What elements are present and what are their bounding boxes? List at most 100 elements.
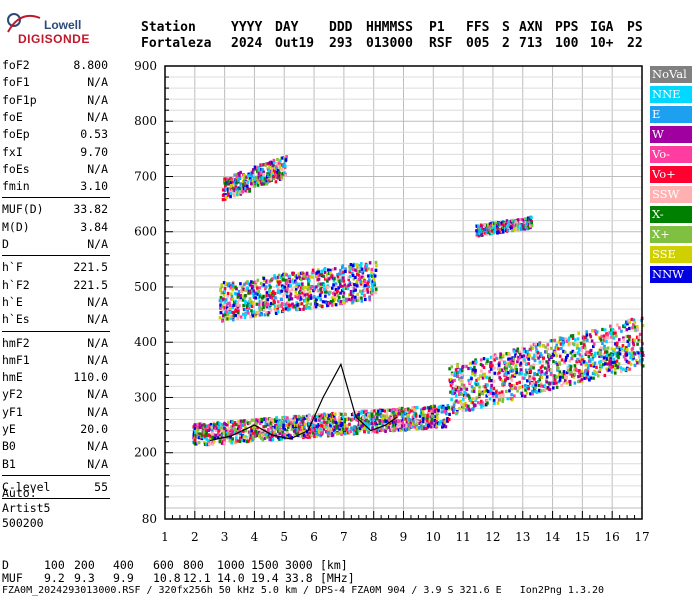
echo-point: [463, 386, 467, 390]
echo-point: [573, 351, 576, 355]
echo-point: [360, 299, 364, 303]
echo-point: [443, 409, 447, 413]
echo-point: [218, 299, 222, 303]
echo-point: [227, 284, 230, 288]
echo-point: [440, 410, 444, 414]
echo-point: [281, 434, 285, 438]
echo-point: [585, 369, 588, 374]
echo-point: [273, 431, 277, 435]
echo-point: [230, 183, 233, 188]
echo-point: [533, 358, 537, 363]
echo-point: [249, 177, 252, 181]
echo-point: [406, 418, 410, 422]
echo-point: [228, 432, 232, 436]
echo-point: [628, 351, 631, 355]
echo-point: [286, 425, 290, 429]
echo-point: [400, 409, 404, 413]
echo-point: [243, 422, 247, 427]
echo-point: [542, 356, 546, 360]
echo-point: [590, 352, 593, 357]
echo-point: [516, 357, 520, 361]
echo-point: [602, 334, 606, 338]
echo-point: [427, 408, 431, 412]
echo-point: [432, 409, 435, 413]
row-value: 9.9: [113, 571, 134, 585]
echo-point: [326, 285, 329, 290]
echo-point: [219, 303, 222, 307]
echo-point: [287, 303, 291, 307]
echo-point: [564, 379, 567, 383]
header-value-9: 100: [555, 36, 579, 51]
echo-point: [346, 297, 350, 302]
echo-point: [477, 401, 480, 405]
echo-point: [366, 413, 370, 417]
param-value: 3.84: [80, 219, 108, 234]
echo-point: [281, 171, 284, 176]
echo-point: [531, 346, 535, 350]
echo-point: [349, 429, 353, 433]
echo-point: [457, 400, 460, 404]
echo-point: [530, 224, 534, 228]
echo-point: [404, 411, 407, 415]
echo-point: [496, 227, 499, 231]
echo-point: [320, 282, 323, 286]
echo-point: [339, 268, 342, 273]
param-label: foE: [2, 109, 23, 124]
echo-point: [611, 334, 615, 338]
row-label: D: [2, 558, 9, 572]
echo-point: [397, 422, 400, 427]
echo-point: [587, 363, 590, 367]
echo-point: [227, 308, 230, 312]
echo-point: [349, 282, 353, 286]
echo-point: [194, 423, 197, 427]
echo-point: [360, 409, 364, 413]
echo-point: [565, 339, 569, 343]
echo-point: [244, 434, 247, 439]
echo-point: [351, 294, 354, 298]
echo-point: [320, 421, 323, 425]
echo-point: [490, 383, 493, 388]
echo-point: [291, 419, 295, 423]
echo-point: [527, 362, 530, 366]
echo-point: [250, 174, 254, 178]
echo-point: [230, 294, 234, 298]
echo-point: [268, 436, 272, 440]
echo-point: [461, 408, 465, 412]
echo-point: [227, 431, 230, 436]
echo-point: [506, 228, 510, 232]
echo-point: [341, 300, 345, 304]
echo-point: [208, 442, 211, 446]
echo-point: [577, 375, 580, 379]
echo-point: [464, 401, 467, 406]
echo-point: [223, 438, 226, 442]
echo-point: [375, 417, 379, 421]
echo-point: [207, 433, 211, 437]
echo-point: [631, 326, 634, 330]
echo-point: [303, 416, 307, 420]
param-label: yF2: [2, 387, 23, 402]
echo-point: [266, 302, 270, 306]
echo-point: [529, 392, 532, 396]
param-label: hmE: [2, 370, 23, 385]
echo-point: [509, 383, 512, 388]
echo-point: [563, 360, 566, 364]
echo-point: [363, 288, 367, 292]
echo-point: [538, 378, 542, 382]
echo-point: [617, 362, 621, 366]
echo-point: [340, 412, 343, 416]
param-label: C-level: [2, 479, 51, 494]
echo-point: [560, 383, 563, 388]
echo-point: [549, 339, 553, 343]
echo-point: [389, 415, 393, 419]
legend-item-vo-: Vo-: [650, 146, 692, 163]
echo-point: [236, 311, 240, 315]
param-label: h`F2: [2, 277, 30, 292]
echo-point: [504, 378, 507, 382]
echo-point: [289, 292, 293, 296]
echo-point: [615, 359, 619, 363]
echo-point: [334, 282, 338, 286]
echo-point: [237, 303, 240, 307]
echo-point: [355, 431, 359, 436]
echo-point: [279, 159, 282, 163]
echo-point: [489, 229, 492, 234]
